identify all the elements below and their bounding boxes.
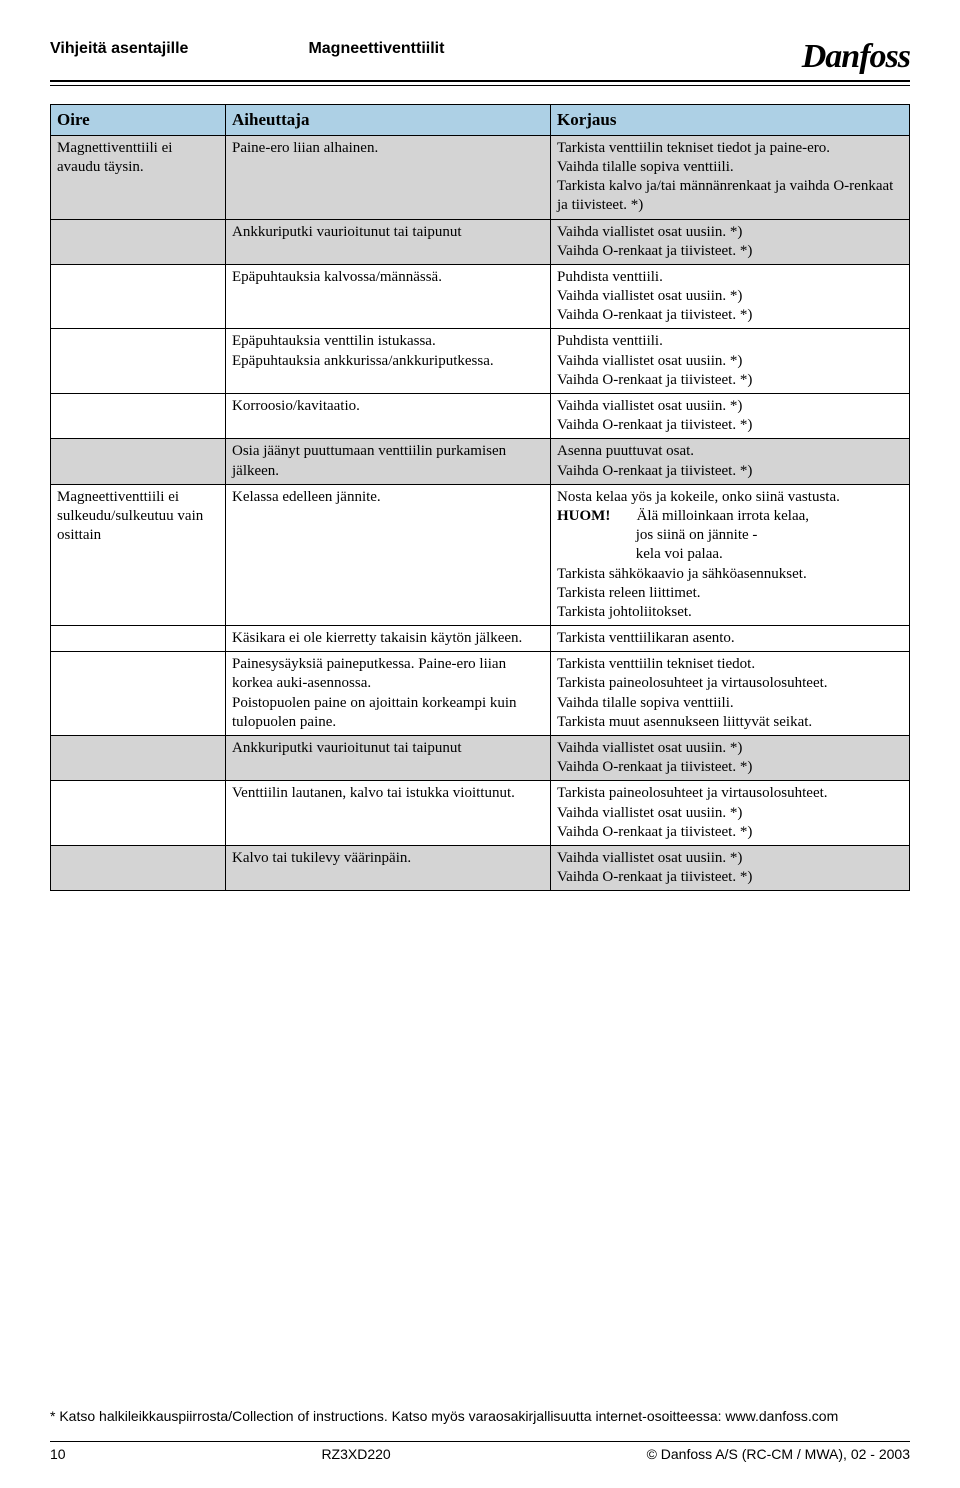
doc-code: RZ3XD220	[321, 1446, 390, 1462]
footnote: * Katso halkileikkauspiirrosta/Collectio…	[50, 1407, 910, 1426]
page-header: Vihjeitä asentajille Magneettiventtiilit…	[50, 40, 910, 74]
table-row: .Osia jäänyt puuttumaan venttiilin purka…	[51, 439, 910, 484]
cell-oire: .	[51, 264, 226, 329]
center-heading: Magneettiventtiilit	[308, 40, 444, 58]
table-row: .Käsikara ei ole kierretty takaisin käyt…	[51, 626, 910, 652]
table-row: .Korroosio/kavitaatio.Vaihda viallistet …	[51, 394, 910, 439]
cell-korjaus: Vaihda viallistet osat uusiin. *)Vaihda …	[551, 736, 910, 781]
cell-aiheuttaja: Epäpuhtauksia venttilin istukassa.Epäpuh…	[226, 329, 551, 394]
cell-oire: .	[51, 781, 226, 846]
cell-oire: Magneettiventtiili ei sulkeudu/sulkeutuu…	[51, 484, 226, 625]
cell-korjaus: Vaihda viallistet osat uusiin. *)Vaihda …	[551, 219, 910, 264]
cell-aiheuttaja: Korroosio/kavitaatio.	[226, 394, 551, 439]
col-header-oire: Oire	[51, 105, 226, 136]
cell-aiheuttaja: Ankkuriputki vaurioitunut tai taipunut	[226, 219, 551, 264]
cell-korjaus: Vaihda viallistet osat uusiin. *)Vaihda …	[551, 394, 910, 439]
table-row: .Epäpuhtauksia kalvossa/männässä.Puhdist…	[51, 264, 910, 329]
cell-korjaus: Tarkista venttiilikaran asento.	[551, 626, 910, 652]
cell-aiheuttaja: Paine-ero liian alhainen.	[226, 135, 551, 219]
cell-korjaus: Puhdista venttiili.Vaihda viallistet osa…	[551, 264, 910, 329]
cell-aiheuttaja: Venttiilin lautanen, kalvo tai istukka v…	[226, 781, 551, 846]
col-header-korjaus: Korjaus	[551, 105, 910, 136]
cell-aiheuttaja: Painesysäyksiä paineputkessa. Paine-ero …	[226, 652, 551, 736]
table-row: .Ankkuriputki vaurioitunut tai taipunutV…	[51, 736, 910, 781]
cell-oire: .	[51, 394, 226, 439]
table-row: .Painesysäyksiä paineputkessa. Paine-ero…	[51, 652, 910, 736]
cell-aiheuttaja: Ankkuriputki vaurioitunut tai taipunut	[226, 736, 551, 781]
table-body: Magnettiventtiili ei avaudu täysin.Paine…	[51, 135, 910, 891]
table-row: .Kalvo tai tukilevy väärinpäin.Vaihda vi…	[51, 845, 910, 890]
cell-oire: .	[51, 736, 226, 781]
cell-aiheuttaja: Kelassa edelleen jännite.	[226, 484, 551, 625]
cell-oire: .	[51, 845, 226, 890]
cell-korjaus: Puhdista venttiili.Vaihda viallistet osa…	[551, 329, 910, 394]
cell-oire: .	[51, 329, 226, 394]
table-row: .Ankkuriputki vaurioitunut tai taipunutV…	[51, 219, 910, 264]
left-heading: Vihjeitä asentajille	[50, 40, 188, 58]
cell-korjaus: Asenna puuttuvat osat.Vaihda O-renkaat j…	[551, 439, 910, 484]
cell-oire: .	[51, 219, 226, 264]
copyright: © Danfoss A/S (RC-CM / MWA), 02 - 2003	[647, 1446, 910, 1462]
troubleshooting-table: Oire Aiheuttaja Korjaus Magnettiventtiil…	[50, 104, 910, 891]
table-row: Magneettiventtiili ei sulkeudu/sulkeutuu…	[51, 484, 910, 625]
cell-korjaus: Tarkista venttiilin tekniset tiedot.Tark…	[551, 652, 910, 736]
cell-korjaus: Nosta kelaa yös ja kokeile, onko siinä v…	[551, 484, 910, 625]
page: Vihjeitä asentajille Magneettiventtiilit…	[0, 0, 960, 1488]
cell-oire: .	[51, 652, 226, 736]
cell-oire: .	[51, 439, 226, 484]
table-row: .Venttiilin lautanen, kalvo tai istukka …	[51, 781, 910, 846]
cell-korjaus: Tarkista paineolosuhteet ja virtausolosu…	[551, 781, 910, 846]
table-row: Magnettiventtiili ei avaudu täysin.Paine…	[51, 135, 910, 219]
table-row: .Epäpuhtauksia venttilin istukassa.Epäpu…	[51, 329, 910, 394]
page-number: 10	[50, 1446, 66, 1462]
col-header-aiheuttaja: Aiheuttaja	[226, 105, 551, 136]
cell-korjaus: Tarkista venttiilin tekniset tiedot ja p…	[551, 135, 910, 219]
cell-aiheuttaja: Kalvo tai tukilevy väärinpäin.	[226, 845, 551, 890]
header-titles: Vihjeitä asentajille Magneettiventtiilit	[50, 40, 444, 58]
cell-oire: .	[51, 626, 226, 652]
cell-aiheuttaja: Käsikara ei ole kierretty takaisin käytö…	[226, 626, 551, 652]
brand-logo: Danfoss	[802, 40, 910, 74]
cell-oire: Magnettiventtiili ei avaudu täysin.	[51, 135, 226, 219]
page-footer: 10 RZ3XD220 © Danfoss A/S (RC-CM / MWA),…	[50, 1441, 910, 1462]
cell-aiheuttaja: Osia jäänyt puuttumaan venttiilin purkam…	[226, 439, 551, 484]
divider-thin	[50, 85, 910, 86]
cell-aiheuttaja: Epäpuhtauksia kalvossa/männässä.	[226, 264, 551, 329]
divider-thick	[50, 80, 910, 82]
cell-korjaus: Vaihda viallistet osat uusiin. *)Vaihda …	[551, 845, 910, 890]
table-header-row: Oire Aiheuttaja Korjaus	[51, 105, 910, 136]
